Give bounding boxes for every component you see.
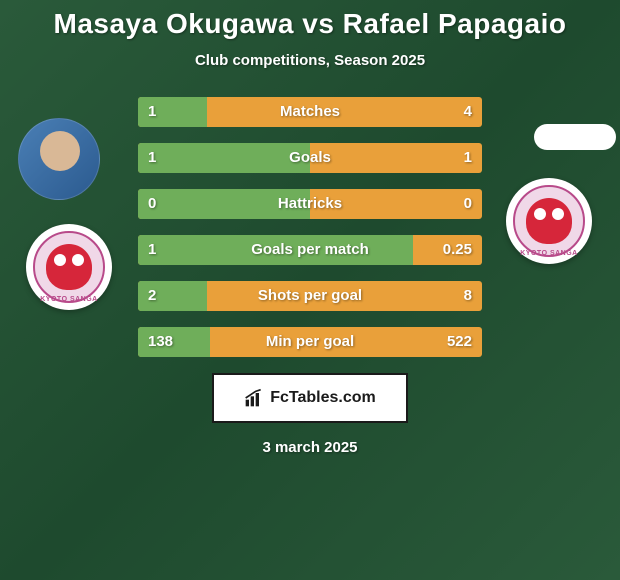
chart-icon [244,388,264,408]
team-left-badge: KYOTO SANGA [26,224,112,310]
stat-label: Min per goal [138,327,482,357]
brand-text: FcTables.com [270,389,376,407]
lion-icon [526,198,572,244]
stat-label: Goals per match [138,235,482,265]
stat-label: Matches [138,97,482,127]
page-subtitle: Club competitions, Season 2025 [0,52,620,69]
stat-row: 1Goals1 [138,143,482,173]
stat-row: 1Goals per match0.25 [138,235,482,265]
lion-icon [46,244,92,290]
stat-row: 0Hattricks0 [138,189,482,219]
stat-value-right: 522 [447,327,472,357]
stat-value-right: 1 [464,143,472,173]
player-left-avatar [18,118,100,200]
stat-value-right: 8 [464,281,472,311]
stat-label: Goals [138,143,482,173]
comparison-card: Masaya Okugawa vs Rafael Papagaio Club c… [0,0,620,580]
page-title: Masaya Okugawa vs Rafael Papagaio [0,0,620,40]
stat-label: Hattricks [138,189,482,219]
team-right-badge-inner: KYOTO SANGA [513,185,585,257]
stat-row: 1Matches4 [138,97,482,127]
stat-value-right: 4 [464,97,472,127]
player-right-avatar [534,124,616,150]
stat-row: 2Shots per goal8 [138,281,482,311]
team-right-name: KYOTO SANGA [515,250,583,257]
stat-value-right: 0.25 [443,235,472,265]
team-left-name: KYOTO SANGA [35,296,103,303]
stat-label: Shots per goal [138,281,482,311]
stat-value-right: 0 [464,189,472,219]
team-left-badge-inner: KYOTO SANGA [33,231,105,303]
brand-badge: FcTables.com [212,373,408,423]
stat-row: 138Min per goal522 [138,327,482,357]
team-right-badge: KYOTO SANGA [506,178,592,264]
stats-list: 1Matches41Goals10Hattricks01Goals per ma… [138,97,482,357]
date-label: 3 march 2025 [0,439,620,456]
